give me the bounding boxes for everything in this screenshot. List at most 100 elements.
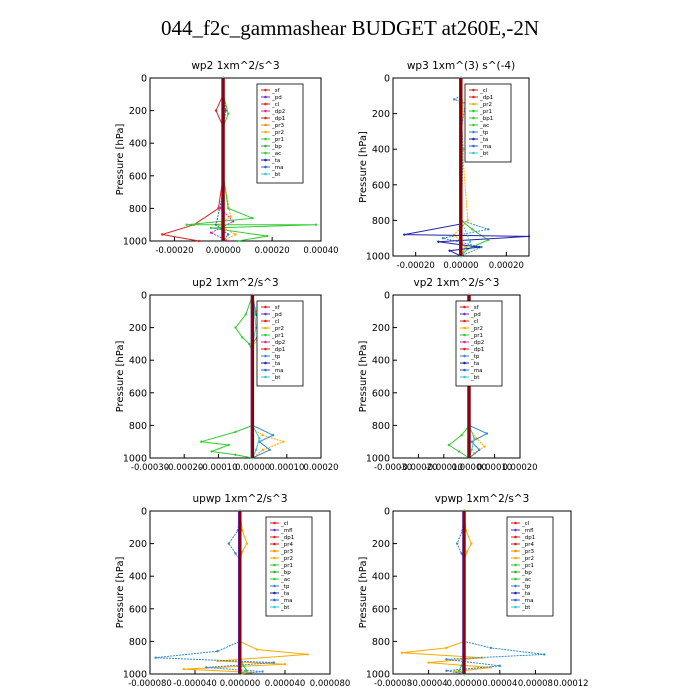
legend-marker bbox=[264, 116, 267, 120]
legend-marker bbox=[273, 591, 276, 595]
legend-marker bbox=[273, 598, 276, 602]
data-point bbox=[247, 342, 251, 346]
legend-entry: _dp2 bbox=[271, 109, 285, 115]
data-point bbox=[447, 443, 451, 447]
x-tick-label: -0.00010 bbox=[425, 463, 463, 473]
legend-entry: _sf bbox=[470, 305, 480, 311]
legend-entry: _bp bbox=[280, 570, 291, 576]
legend-marker bbox=[463, 368, 466, 372]
legend-entry: _ac bbox=[521, 577, 531, 583]
x-tick-label: 0.00040 bbox=[303, 246, 338, 256]
y-tick-label: 400 bbox=[129, 139, 147, 150]
legend-marker bbox=[264, 88, 267, 92]
legend-entry: _tp bbox=[521, 584, 531, 590]
data-point bbox=[217, 207, 220, 210]
legend-entry: _pr2 bbox=[271, 326, 284, 332]
y-tick-label: 1000 bbox=[123, 237, 147, 248]
legend-marker bbox=[273, 528, 276, 532]
data-point bbox=[224, 109, 227, 112]
data-point bbox=[441, 237, 445, 240]
legend-entry: _pr1 bbox=[271, 137, 284, 143]
page-title: 044_f2c_gammashear BUDGET at260E,-2N bbox=[160, 16, 540, 40]
legend-marker bbox=[472, 95, 475, 99]
data-point bbox=[470, 542, 473, 545]
data-point bbox=[477, 245, 481, 249]
legend-entry: _ma bbox=[470, 368, 482, 374]
data-point bbox=[227, 542, 230, 545]
legend-marker bbox=[264, 319, 267, 323]
data-point bbox=[470, 440, 473, 443]
data-point bbox=[258, 437, 261, 440]
x-tick-label: 0.00012 bbox=[553, 679, 588, 689]
data-point bbox=[234, 233, 237, 236]
legend-entry: _cl bbox=[271, 319, 280, 325]
legend-marker bbox=[514, 577, 517, 581]
data-point bbox=[154, 656, 157, 659]
legend: _sf_pd_cl_dp2_dp1_pr3_pr2_pr1_bp_ac_ta_m… bbox=[256, 83, 304, 184]
legend-marker bbox=[463, 375, 466, 379]
legend-entry: _ma bbox=[521, 598, 533, 604]
legend-entry: _pr2 bbox=[470, 326, 483, 332]
legend-entry: _sf bbox=[271, 88, 281, 94]
legend-entry: _cl bbox=[521, 521, 530, 527]
legend-marker bbox=[264, 347, 267, 351]
legend-marker bbox=[463, 354, 466, 358]
legend-entry: _bt bbox=[271, 172, 281, 178]
legend-entry: _ta bbox=[521, 591, 530, 597]
legend-entry: _ta bbox=[280, 591, 289, 597]
legend-entry: _bt bbox=[521, 605, 531, 611]
legend-entry: _bp bbox=[271, 144, 282, 150]
legend-marker bbox=[273, 556, 276, 560]
y-axis-label: Pressure [hPa] bbox=[115, 124, 126, 196]
legend-entry: _pr2 bbox=[271, 130, 284, 136]
y-tick-label: 0 bbox=[384, 507, 390, 518]
legend-entry: _cl bbox=[470, 319, 479, 325]
legend-marker bbox=[514, 528, 517, 532]
legend-marker bbox=[264, 326, 267, 330]
legend-marker bbox=[514, 591, 517, 595]
y-tick-label: 0 bbox=[141, 74, 147, 85]
legend-entry: _tp bbox=[271, 354, 281, 360]
legend-entry: _pr1 bbox=[521, 563, 534, 569]
chart-title: wp2 1xm^2/s^3 bbox=[191, 60, 279, 72]
x-tick-label: 0.00010 bbox=[477, 463, 512, 473]
legend-marker bbox=[264, 333, 267, 337]
legend-marker bbox=[463, 305, 466, 309]
x-tick-label: 0.00000 bbox=[452, 463, 487, 473]
data-point bbox=[205, 666, 208, 669]
y-tick-label: 0 bbox=[141, 507, 147, 518]
y-axis-label: Pressure [hPa] bbox=[115, 557, 126, 629]
chart-2: wp3 1xm^(3) s^(-4) Pressure [hPa] 0 200 400 6… bbox=[358, 60, 531, 271]
chart-title: vpwp 1xm^2/s^3 bbox=[435, 493, 530, 505]
chart-title: up2 1xm^2/s^3 bbox=[192, 277, 278, 289]
legend-marker bbox=[472, 144, 475, 148]
series-line-cl bbox=[162, 78, 224, 242]
legend-entry: _dp1 bbox=[521, 535, 535, 541]
data-point bbox=[261, 670, 264, 673]
legend-marker bbox=[264, 368, 267, 372]
x-tick-label: 0.000040 bbox=[265, 679, 306, 689]
y-tick-label: 400 bbox=[372, 145, 390, 156]
data-point bbox=[234, 326, 237, 329]
data-point bbox=[209, 231, 213, 235]
x-tick-label: 0.00020 bbox=[255, 246, 290, 256]
legend-marker bbox=[264, 151, 267, 155]
data-point bbox=[478, 448, 481, 452]
y-axis-label: Pressure [hPa] bbox=[358, 131, 369, 203]
data-point bbox=[314, 223, 318, 226]
plot-frame bbox=[149, 77, 322, 242]
data-point bbox=[242, 664, 245, 668]
legend-marker bbox=[264, 144, 267, 148]
legend-entry: _sf bbox=[271, 305, 281, 311]
legend-marker bbox=[273, 605, 276, 609]
y-tick-label: 1000 bbox=[366, 454, 390, 465]
legend-marker bbox=[264, 375, 267, 379]
legend-marker bbox=[264, 137, 267, 141]
data-point bbox=[445, 646, 448, 650]
legend-entry: _ta bbox=[470, 361, 479, 367]
data-point bbox=[527, 235, 531, 238]
legend-entry: _tp bbox=[470, 354, 480, 360]
legend-marker bbox=[514, 542, 517, 546]
legend-entry: _pr2 bbox=[521, 556, 534, 562]
chart-4: vp2 1xm^2/s^3 Pressure [hPa] 0 200 400 600 800… bbox=[358, 277, 538, 473]
